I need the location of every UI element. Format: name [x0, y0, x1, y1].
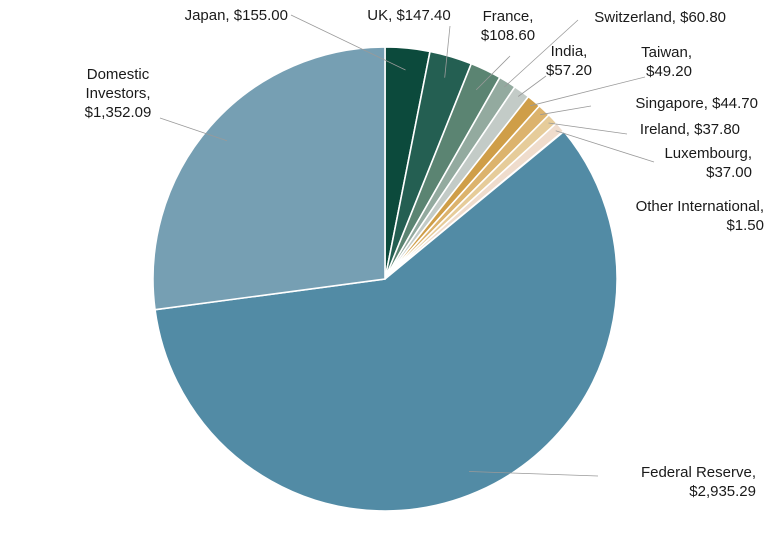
slice-label-japan: Japan, $155.00 [185, 7, 288, 24]
leader-line-uk [444, 25, 451, 78]
slice-label-switzerland: Switzerland, $60.80 [594, 9, 726, 26]
slice-label-line: $108.60 [481, 27, 535, 44]
leader-line-france [475, 55, 511, 91]
slice-labels: Japan, $155.00 UK, $147.40 France, $108.60 S… [85, 7, 764, 500]
slice-label-taiwan: Taiwan, $49.20 [641, 44, 692, 80]
slice-label-line: Investors, [85, 85, 150, 102]
slice-label-line: Federal Reserve, [641, 464, 756, 481]
slice-label-line: $1.50 [726, 217, 764, 234]
slice-label-line: Domestic [87, 66, 150, 83]
slice-label-india: India, $57.20 [546, 43, 592, 79]
slice-label-domestic-investors: Domestic Investors, $1,352.09 [85, 66, 152, 121]
leader-line-switzerland [504, 19, 579, 88]
leader-line-singapore [540, 105, 592, 116]
slice-label-federal-reserve: Federal Reserve, $2,935.29 [641, 464, 756, 500]
leader-lines [159, 14, 655, 477]
slice-label-line: Japan, $155.00 [185, 7, 288, 24]
leader-line-india [517, 75, 547, 97]
slice-label-uk: UK, $147.40 [367, 7, 450, 24]
slice-label-other-international: Other International, $1.50 [636, 198, 764, 234]
slice-label-luxembourg: Luxembourg, $37.00 [664, 145, 752, 181]
slice-label-line: $37.00 [706, 164, 752, 181]
pie-slice-domestic-investors [152, 46, 386, 311]
slice-label-line: Ireland, $37.80 [640, 121, 740, 138]
slice-label-line: Luxembourg, [664, 145, 752, 162]
slice-label-ireland: Ireland, $37.80 [640, 121, 740, 138]
slice-label-line: India, [551, 43, 588, 60]
slice-label-line: UK, $147.40 [367, 7, 450, 24]
slice-label-line: $2,935.29 [689, 483, 756, 500]
slice-label-line: $49.20 [646, 63, 692, 80]
slice-label-line: $57.20 [546, 62, 592, 79]
slice-label-line: Taiwan, [641, 44, 692, 61]
slice-label-singapore: Singapore, $44.70 [635, 95, 758, 112]
pie-slices [152, 46, 618, 512]
leader-line-luxembourg [555, 130, 655, 163]
slice-label-line: Switzerland, $60.80 [594, 9, 726, 26]
leader-line-japan [290, 14, 406, 71]
slice-label-france: France, $108.60 [481, 8, 535, 44]
leader-line-ireland [548, 122, 628, 135]
pie-slice-federal-reserve [154, 130, 618, 512]
slice-label-line: France, [483, 8, 534, 25]
leader-line-taiwan [530, 76, 646, 107]
slice-label-line: Singapore, $44.70 [635, 95, 758, 112]
slice-label-line: $1,352.09 [85, 104, 152, 121]
slice-label-line: Other International, [636, 198, 764, 215]
leader-line-domestic-investors [159, 117, 228, 142]
leader-line-federal-reserve [468, 471, 599, 477]
